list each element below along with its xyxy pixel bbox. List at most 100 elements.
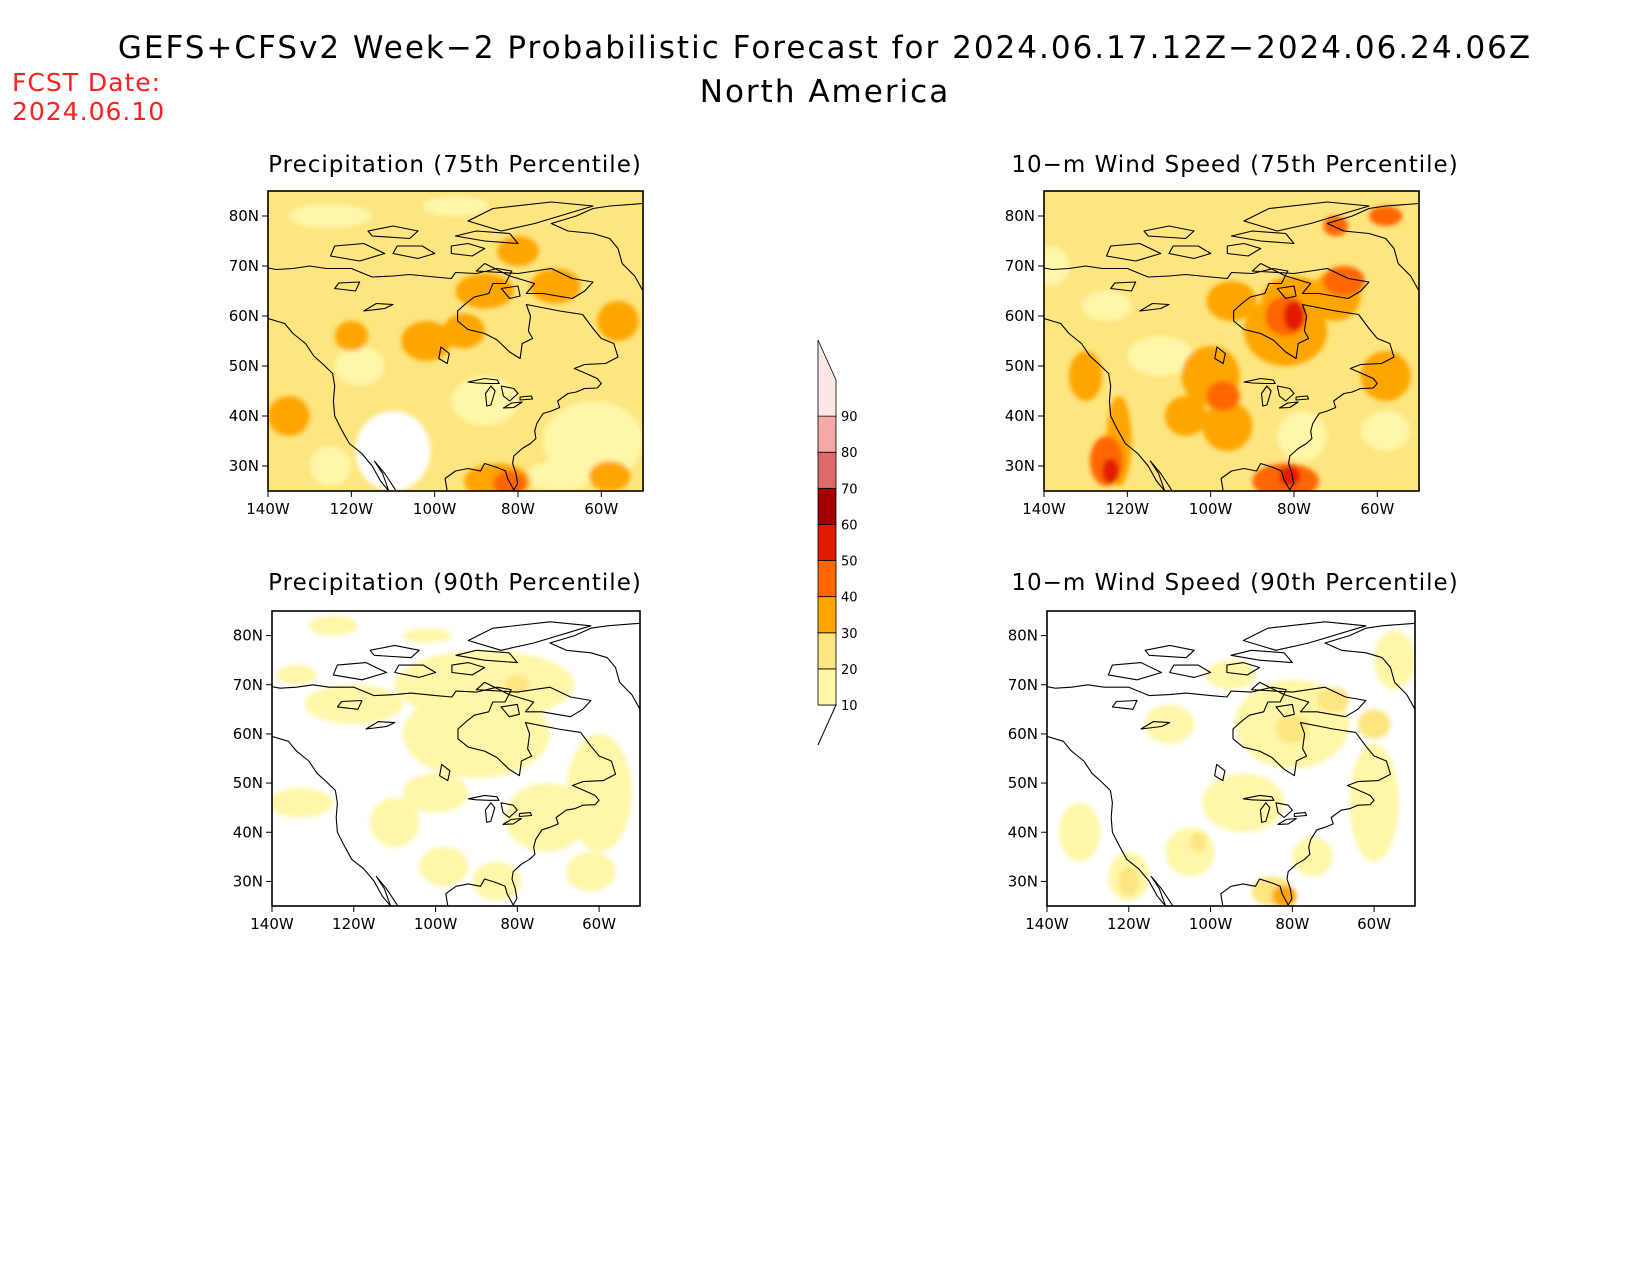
colorbar-box: [817, 415, 837, 453]
lon-label: 120W: [332, 915, 376, 933]
lon-label: 120W: [330, 500, 374, 518]
coastline: [272, 684, 498, 698]
arctic-island: [475, 262, 594, 300]
probability-patch: [419, 847, 469, 887]
lat-label: 80N: [233, 627, 263, 645]
lat-label: 30N: [229, 457, 259, 475]
lon-label: 60W: [582, 915, 616, 933]
probability-patch: [1292, 837, 1334, 877]
lake-outline: [1278, 401, 1299, 409]
lat-label: 80N: [1008, 627, 1038, 645]
probability-patch: [1369, 206, 1403, 226]
probability-patch: [526, 461, 593, 491]
arctic-island: [467, 201, 594, 232]
lake-outline: [467, 377, 500, 385]
lon-label: 100W: [413, 500, 457, 518]
coastline: [550, 202, 643, 292]
lon-label: 60W: [1357, 915, 1391, 933]
probability-patch: [304, 684, 403, 725]
probability-patch: [530, 268, 581, 304]
lon-label: 100W: [1189, 915, 1233, 933]
probability-patch: [370, 797, 420, 847]
probability-patch: [268, 396, 310, 436]
probability-patch: [1323, 266, 1365, 296]
probability-patch: [455, 273, 514, 309]
lat-label: 30N: [1005, 457, 1035, 475]
lat-label: 70N: [1008, 676, 1038, 694]
lat-label: 50N: [233, 774, 263, 792]
lat-label: 60N: [229, 307, 259, 325]
lat-label: 70N: [1005, 257, 1035, 275]
probability-patch: [1206, 281, 1257, 321]
probability-patch: [355, 411, 431, 491]
lat-label: 40N: [233, 823, 263, 841]
coastline: [1220, 314, 1395, 491]
lat-label: 80N: [1005, 207, 1035, 225]
probability-patch: [309, 446, 352, 486]
lake-outline: [334, 281, 361, 292]
arctic-island: [451, 662, 486, 676]
colorbar-label: 70: [841, 482, 858, 497]
lake-outline: [1293, 812, 1308, 818]
probability-patch: [276, 665, 317, 685]
lat-label: 70N: [229, 257, 259, 275]
lon-label: 140W: [250, 915, 294, 933]
lat-label: 40N: [1005, 407, 1035, 425]
lat-label: 80N: [229, 207, 259, 225]
lat-label: 30N: [1008, 872, 1038, 890]
coastline: [1047, 735, 1174, 906]
lat-label: 60N: [233, 725, 263, 743]
lon-label: 140W: [1022, 500, 1066, 518]
colorbar-label: 60: [841, 518, 858, 533]
lat-label: 70N: [233, 676, 263, 694]
colorbar-box: [817, 668, 837, 706]
lake-outline: [1214, 763, 1226, 782]
map-frame: [1043, 190, 1420, 492]
lake-outline: [1275, 802, 1293, 819]
probability-patch: [1202, 401, 1253, 451]
colorbar-label: 20: [841, 663, 858, 678]
probability-patch: [1069, 351, 1103, 401]
coastline: [268, 265, 498, 280]
lake-outline: [336, 699, 363, 710]
lake-outline: [502, 817, 522, 825]
lat-label: 60N: [1005, 307, 1035, 325]
lake-outline: [484, 802, 496, 823]
coastline: [1047, 684, 1273, 698]
lat-label: 40N: [1008, 823, 1038, 841]
coastlines: [272, 621, 640, 906]
colorbar-lower-extension: [817, 704, 837, 746]
probability-patch: [597, 301, 639, 341]
probability-patch: [1271, 885, 1297, 906]
colorbar-label: 10: [841, 699, 858, 714]
colorbar-box: [817, 560, 837, 598]
probability-patch: [1277, 411, 1328, 461]
probability-patch: [1374, 630, 1415, 690]
lake-outline: [1295, 395, 1310, 401]
lake-outline: [1277, 817, 1297, 825]
probability-patch: [1081, 291, 1132, 321]
lake-outline: [467, 794, 500, 801]
lake-outline: [500, 385, 519, 402]
probability-patch: [566, 851, 616, 892]
lon-label: 120W: [1107, 915, 1151, 933]
arctic-island: [475, 681, 592, 718]
colorbar-label: 90: [841, 410, 858, 425]
coastline: [457, 686, 581, 777]
probability-patch: [288, 203, 373, 229]
probability-patch: [566, 733, 632, 852]
probability-patch: [1044, 246, 1069, 286]
arctic-island: [1243, 201, 1370, 232]
coastline: [1326, 202, 1419, 292]
lake-outline: [1140, 721, 1171, 730]
lat-label: 50N: [1005, 357, 1035, 375]
fcst-date-label: FCST Date:: [12, 68, 162, 97]
lat-label: 50N: [229, 357, 259, 375]
probability-patch: [401, 321, 452, 361]
map-wind-75: 80N 70N 60N 50N 40N 30N 140W 120W 100W 80W 60W: [1005, 190, 1420, 518]
fcst-date-value: 2024.06.10: [12, 97, 166, 126]
probability-patch: [1059, 802, 1101, 862]
probability-patch: [1283, 301, 1305, 331]
map-wind-90: 80N 70N 60N 50N 40N 30N 140W 120W 100W 80W 60W: [1008, 610, 1416, 933]
coastlines: [1044, 201, 1419, 491]
